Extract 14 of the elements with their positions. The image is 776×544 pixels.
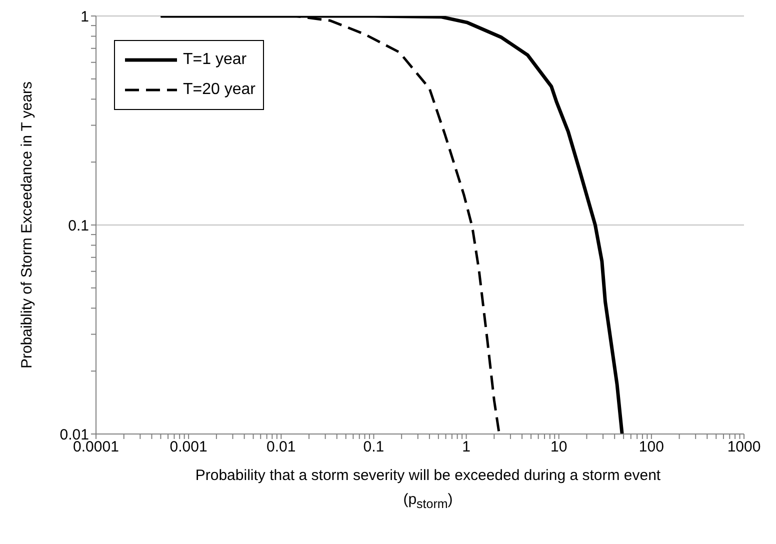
x-tick-label: 10 xyxy=(550,438,568,456)
x-tick-label: 1 xyxy=(462,438,470,456)
x-tick-label: 0.1 xyxy=(363,438,384,456)
y-axis-title: Probaiblity of Storm Exceedance in T years xyxy=(18,81,36,369)
legend-label: T=1 year xyxy=(183,51,247,69)
x-tick-label: 100 xyxy=(638,438,664,456)
y-tick-label: 0.1 xyxy=(68,217,89,234)
legend-label: T=20 year xyxy=(183,81,256,99)
x-tick-label: 1000 xyxy=(727,438,761,456)
x-axis-title: Probability that a storm severity will be exceeded during a storm event (p$_{storm}$) xyxy=(194,466,662,513)
x-tick-label: 0.0001 xyxy=(73,438,119,456)
x-tick-label: 0.001 xyxy=(170,438,208,456)
x-tick-label: 0.01 xyxy=(266,438,296,456)
y-tick-label: 1 xyxy=(80,8,89,26)
